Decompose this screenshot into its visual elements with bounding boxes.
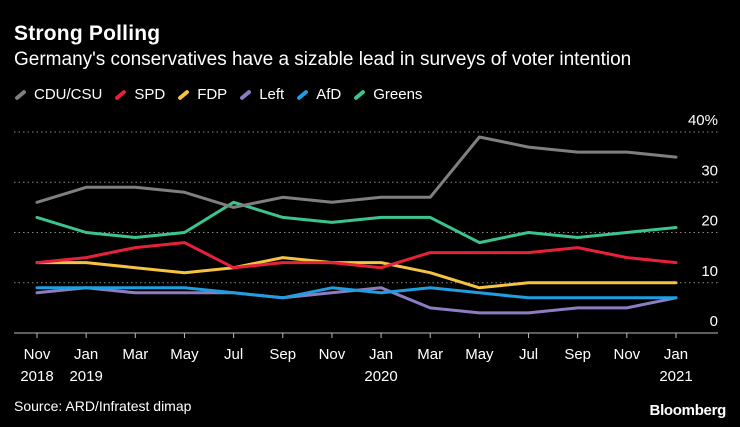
x-tick-year-label: 2021 bbox=[659, 368, 692, 385]
y-tick-label: 0 bbox=[710, 313, 718, 330]
source-note: Source: ARD/Infratest dimap bbox=[14, 398, 192, 414]
x-tick-year-label: 2018 bbox=[20, 368, 53, 385]
legend-label: AfD bbox=[316, 86, 342, 103]
legend-item: Left bbox=[239, 86, 284, 103]
x-tick-label: Nov bbox=[614, 346, 641, 363]
chart-legend: CDU/CSU SPD FDP Left AfD Greens bbox=[14, 86, 434, 103]
x-tick-label: Jul bbox=[224, 346, 243, 363]
legend-label: SPD bbox=[134, 86, 166, 103]
x-tick-label: May bbox=[465, 346, 494, 363]
y-tick-label: 20 bbox=[701, 213, 718, 230]
x-tick-label: Jan bbox=[369, 346, 393, 363]
x-tick-label: Jan bbox=[74, 346, 98, 363]
x-tick-label: Mar bbox=[417, 346, 443, 363]
legend-item: SPD bbox=[114, 86, 165, 103]
legend-item: Greens bbox=[353, 86, 422, 103]
x-tick-label: Jan bbox=[664, 346, 688, 363]
x-tick-label: Sep bbox=[269, 346, 296, 363]
x-tick-label: May bbox=[170, 346, 199, 363]
y-tick-label: 10 bbox=[701, 263, 718, 280]
legend-item: FDP bbox=[177, 86, 227, 103]
series-line-spd bbox=[35, 241, 678, 270]
legend-item: CDU/CSU bbox=[14, 86, 102, 103]
x-tick-label: Jul bbox=[519, 346, 538, 363]
chart-title: Strong Polling bbox=[14, 22, 161, 45]
x-tick-year-label: 2019 bbox=[69, 368, 102, 385]
legend-label: Greens bbox=[373, 86, 423, 103]
series-line-cdu-csu bbox=[35, 135, 678, 209]
legend-label: FDP bbox=[197, 86, 228, 103]
y-tick-label: 40% bbox=[688, 112, 718, 129]
x-tick-label: Sep bbox=[564, 346, 591, 363]
series-line-greens bbox=[35, 200, 678, 245]
x-tick-year-label: 2020 bbox=[364, 368, 397, 385]
legend-label: Left bbox=[259, 86, 285, 103]
x-tick-label: Nov bbox=[319, 346, 346, 363]
x-tick-label: Nov bbox=[24, 346, 51, 363]
series-line-fdp bbox=[35, 256, 678, 290]
y-tick-label: 30 bbox=[701, 162, 718, 179]
legend-label: CDU/CSU bbox=[34, 86, 103, 103]
bloomberg-logo: Bloomberg bbox=[649, 402, 727, 419]
chart-subtitle: Germany's conservatives have a sizable l… bbox=[14, 49, 632, 70]
x-tick-label: Mar bbox=[122, 346, 148, 363]
series-line-afd bbox=[35, 286, 678, 300]
legend-item: AfD bbox=[296, 86, 341, 103]
